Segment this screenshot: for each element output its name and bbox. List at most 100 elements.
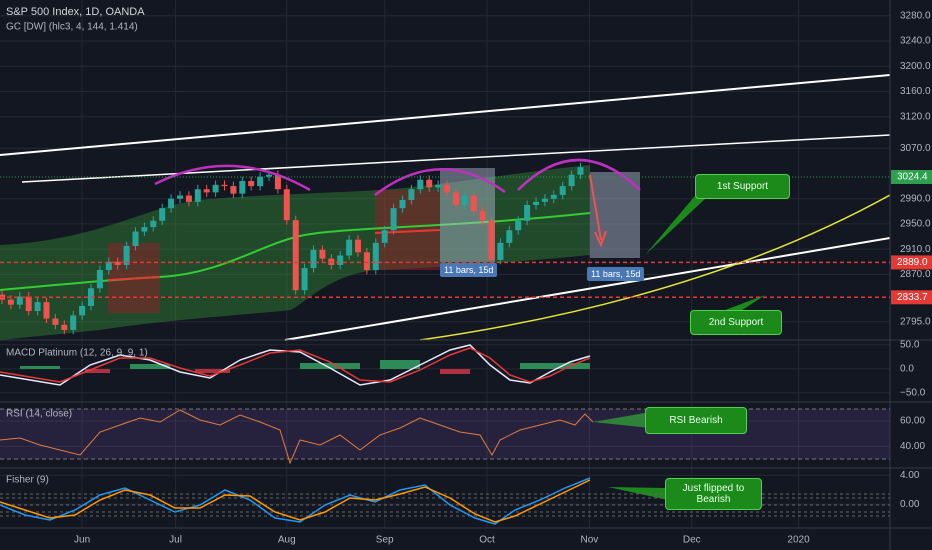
candle-body (319, 249, 326, 259)
candle-body (568, 174, 575, 187)
x-tick-label: 2020 (787, 535, 810, 546)
y-tick-label: 0.0 (900, 363, 914, 374)
y-tick-label: 0.00 (900, 499, 920, 510)
x-tick-label: Sep (376, 535, 394, 546)
candle-body (577, 167, 584, 175)
candle-body (105, 261, 112, 270)
curve (419, 194, 891, 341)
indicator-title: GC [DW] (hlc3, 4, 144, 1.414) (6, 22, 138, 33)
y-tick-label: 2795.0 (900, 316, 931, 327)
fisher-line (0, 477, 591, 525)
candle-body (515, 220, 522, 231)
callout: 1st Support (695, 174, 790, 199)
candle-body (444, 184, 450, 193)
candle-body (346, 239, 353, 256)
candle-body (123, 246, 130, 265)
candle-body (185, 195, 192, 202)
candle-body (426, 179, 433, 188)
x-tick-label: Nov (581, 535, 599, 546)
candle-body (408, 189, 415, 200)
candle-body (479, 211, 486, 221)
candle-body (194, 189, 201, 202)
candle-body (150, 220, 157, 228)
symbol-title: S&P 500 Index, 1D, OANDA (6, 6, 145, 18)
candle-body (114, 261, 121, 265)
candle-body (7, 299, 14, 305)
candle-body (372, 242, 379, 270)
candle-body (506, 230, 513, 243)
y-tick-label: 3120.0 (900, 111, 931, 122)
measure-label: 11 bars, 15d (587, 267, 645, 281)
level-label: 2889.0 (897, 257, 928, 268)
candle-body (61, 324, 68, 330)
candle-body (239, 181, 246, 194)
candle-body (292, 220, 299, 291)
callout: Just flipped to Bearish (665, 478, 762, 510)
candle-body (559, 186, 566, 195)
candle-body (141, 227, 148, 232)
candle-body (541, 198, 548, 202)
candle-body (159, 208, 166, 221)
pane-title: RSI (14, close) (6, 409, 72, 420)
candle-body (257, 176, 264, 187)
macd-line (0, 344, 591, 386)
candle-body (96, 269, 103, 289)
rsi-band (0, 409, 890, 459)
callout: RSI Bearish (645, 407, 747, 434)
candle-body (470, 195, 477, 212)
candle-body (452, 192, 459, 206)
trendline (0, 74, 891, 156)
measure-label: 11 bars, 15d (440, 263, 498, 277)
candle-body (435, 184, 442, 188)
level-tag (891, 290, 932, 305)
y-tick-label: 3280.0 (900, 10, 931, 21)
candle-body (399, 199, 406, 209)
candle-body (248, 181, 255, 187)
trendline (21, 134, 891, 183)
y-tick-label: 3160.0 (900, 86, 931, 97)
candle-body (132, 231, 139, 247)
candle-body (168, 198, 175, 209)
x-tick-label: Jul (169, 535, 182, 546)
candle-body (25, 296, 32, 311)
candle-body (461, 195, 468, 206)
arc (374, 168, 506, 196)
candle-body (230, 186, 237, 194)
arrow (589, 174, 602, 241)
fisher-signal (0, 479, 591, 523)
trendline (284, 237, 891, 341)
candle-body (355, 239, 361, 253)
arrow-head (594, 230, 607, 248)
pointer (593, 412, 650, 428)
y-tick-label: 3200.0 (900, 61, 931, 72)
y-tick-label: 40.00 (900, 441, 925, 452)
callout: 2nd Support (690, 310, 782, 335)
candle-body (70, 315, 77, 330)
y-tick-label: 2990.0 (900, 193, 931, 204)
pane-title: Fisher (9) (6, 475, 49, 486)
y-tick-label: 4.00 (900, 470, 920, 481)
candle-body (221, 184, 228, 187)
last-price-tag (891, 170, 932, 185)
y-tick-label: 50.0 (900, 339, 920, 350)
candle-body (381, 230, 388, 243)
candle-body (533, 201, 539, 206)
x-tick-label: Oct (479, 535, 495, 546)
pointer (645, 190, 706, 255)
measure-box (590, 172, 640, 258)
channel-midline (0, 212, 591, 291)
candle-body (363, 252, 370, 270)
candles (0, 162, 584, 335)
candle-body (16, 296, 23, 305)
candle-body (177, 195, 183, 199)
level-label: 2833.7 (897, 292, 928, 303)
fisher-levels (0, 493, 890, 517)
candle-body (301, 268, 308, 291)
candle-body (79, 305, 86, 316)
channel-midline-bear (107, 276, 161, 281)
candle-body (488, 220, 495, 260)
y-tick-label: 2950.0 (900, 219, 931, 230)
candle-body (283, 189, 290, 221)
y-tick-label: 60.00 (900, 416, 925, 427)
